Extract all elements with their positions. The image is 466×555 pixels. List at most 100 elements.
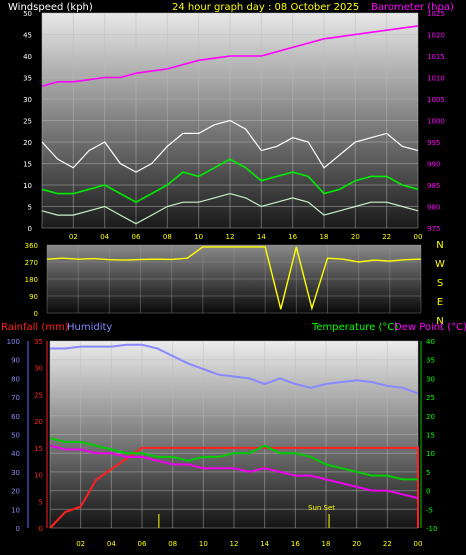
temperature-y-tick: 40 — [426, 338, 435, 346]
direction-series — [46, 246, 422, 311]
temp-x-tick: 14 — [260, 540, 269, 548]
temp-plot-area — [50, 341, 418, 528]
humidity-y-tick: 40 — [11, 450, 20, 458]
barometer-y-tick: 1025 — [427, 10, 445, 18]
wind-y-ticks: 0 5 10 15 20 25 30 35 40 45 50 — [23, 10, 32, 233]
temperature-y-tick: 30 — [426, 375, 435, 383]
barometer-axis-label: Barometer (hpa) — [371, 2, 454, 13]
wind-x-tick: 14 — [257, 233, 266, 241]
series-rainfall-line — [49, 446, 419, 529]
humidity-y-tick: 20 — [11, 488, 20, 496]
rain-y-tick: 10 — [34, 472, 43, 480]
direction-y-tick: 360 — [25, 242, 38, 250]
rain-y-tick: 25 — [34, 391, 43, 399]
series-average-line — [41, 158, 419, 204]
humidity-y-tick: 50 — [11, 432, 20, 440]
direction-y-tick: 0 — [34, 310, 38, 318]
series-humidity-line — [50, 343, 419, 395]
humidity-y-tick: 100 — [7, 338, 20, 346]
wind-y-tick: 35 — [23, 75, 32, 83]
direction-y-ticks: 0 90 180 270 360 — [25, 242, 38, 318]
temperature-axis-label: Temperature (°C) — [311, 322, 398, 333]
humidity-axis-label: Humidity — [67, 322, 112, 333]
barometer-y-tick: 980 — [427, 204, 440, 212]
series-direction-line — [46, 246, 422, 311]
temp-x-tick: 02 — [76, 540, 85, 548]
series-gust-line — [41, 119, 419, 173]
wind-y-tick: 10 — [23, 182, 32, 190]
temperature-y-tick: 0 — [426, 488, 430, 496]
wind-y-tick: 5 — [28, 204, 32, 212]
compass-label: W — [435, 259, 445, 270]
wind-x-tick: 00 — [414, 233, 423, 241]
wind-x-tick: 20 — [351, 233, 360, 241]
wind-y-tick: 30 — [23, 96, 32, 104]
wind-y-tick: 15 — [23, 161, 32, 169]
rain-y-tick: 20 — [34, 418, 43, 426]
temperature-y-tick: 35 — [426, 357, 435, 365]
series-dewpoint-line — [49, 444, 419, 500]
series-temperature-line — [49, 437, 418, 481]
temp-x-tick: 06 — [138, 540, 147, 548]
wind-y-tick: 45 — [23, 32, 32, 40]
barometer-y-tick: 1005 — [427, 96, 445, 104]
series-barometer-line — [41, 25, 419, 87]
temperature-y-ticks: -10 -5 0 5 10 15 20 25 30 35 40 — [426, 338, 437, 533]
humidity-y-tick: 30 — [11, 469, 20, 477]
rain-y-tick: 5 — [39, 498, 43, 506]
wind-x-tick: 04 — [100, 233, 109, 241]
compass-label: E — [437, 297, 443, 308]
wind-x-ticks: 02 04 06 08 10 12 14 16 18 20 22 00 — [69, 233, 423, 241]
wind-x-tick: 10 — [194, 233, 203, 241]
windspeed-axis-label: Windspeed (kph) — [8, 2, 93, 13]
direction-y-tick: 90 — [29, 293, 38, 301]
direction-grid — [46, 244, 422, 314]
temp-x-tick: 18 — [322, 540, 331, 548]
barometer-y-ticks: 975 980 985 990 995 1000 1005 1010 1015 1020 1025 — [427, 10, 445, 233]
temp-x-tick: 22 — [383, 540, 392, 548]
humidity-y-tick: 80 — [11, 375, 20, 383]
compass-label: S — [437, 278, 443, 289]
direction-y-tick: 180 — [25, 276, 38, 284]
wind-y-tick: 20 — [23, 139, 32, 147]
wind-x-tick: 18 — [320, 233, 329, 241]
humidity-y-tick: 70 — [11, 394, 20, 402]
barometer-y-tick: 985 — [427, 182, 440, 190]
sunset-annotation: Sun Set — [308, 504, 335, 512]
wind-x-tick: 22 — [382, 233, 391, 241]
chart-title: 24 hour graph day : 08 October 2025 — [172, 2, 359, 13]
temperature-y-tick: 25 — [426, 394, 435, 402]
temp-x-tick: 12 — [230, 540, 239, 548]
temp-series — [49, 343, 419, 529]
rain-y-tick: 30 — [34, 365, 43, 373]
temperature-y-tick: 10 — [426, 450, 435, 458]
rainfall-axis-label: Rainfall (mm) — [1, 322, 69, 333]
barometer-y-tick: 990 — [427, 161, 440, 169]
temperature-y-tick: 5 — [426, 469, 430, 477]
temperature-y-tick: 15 — [426, 432, 435, 440]
barometer-y-tick: 1000 — [427, 118, 445, 126]
temperature-y-tick: -10 — [426, 525, 437, 533]
rain-y-ticks: 0 5 10 15 20 25 30 35 — [34, 338, 43, 533]
temp-x-tick: 20 — [352, 540, 361, 548]
temp-x-tick: 04 — [107, 540, 116, 548]
rain-y-tick: 35 — [34, 338, 43, 346]
humidity-y-tick: 0 — [16, 525, 20, 533]
temp-x-tick: 00 — [414, 540, 423, 548]
rain-y-tick: 15 — [34, 445, 43, 453]
barometer-y-tick: 1015 — [427, 53, 445, 61]
rain-y-tick: 0 — [39, 525, 43, 533]
humidity-y-tick: 90 — [11, 357, 20, 365]
direction-y-tick: 270 — [25, 259, 38, 267]
humidity-y-tick: 10 — [11, 506, 20, 514]
series-speed-line — [41, 192, 419, 225]
barometer-y-tick: 1010 — [427, 75, 445, 83]
wind-x-tick: 12 — [226, 233, 235, 241]
wind-y-tick: 40 — [23, 53, 32, 61]
barometer-y-tick: 975 — [427, 225, 440, 233]
wind-x-tick: 02 — [69, 233, 78, 241]
wind-y-tick: 50 — [23, 10, 32, 18]
humidity-y-ticks: 0 10 20 30 40 50 60 70 80 90 100 — [7, 338, 20, 533]
compass-label: N — [436, 240, 443, 251]
